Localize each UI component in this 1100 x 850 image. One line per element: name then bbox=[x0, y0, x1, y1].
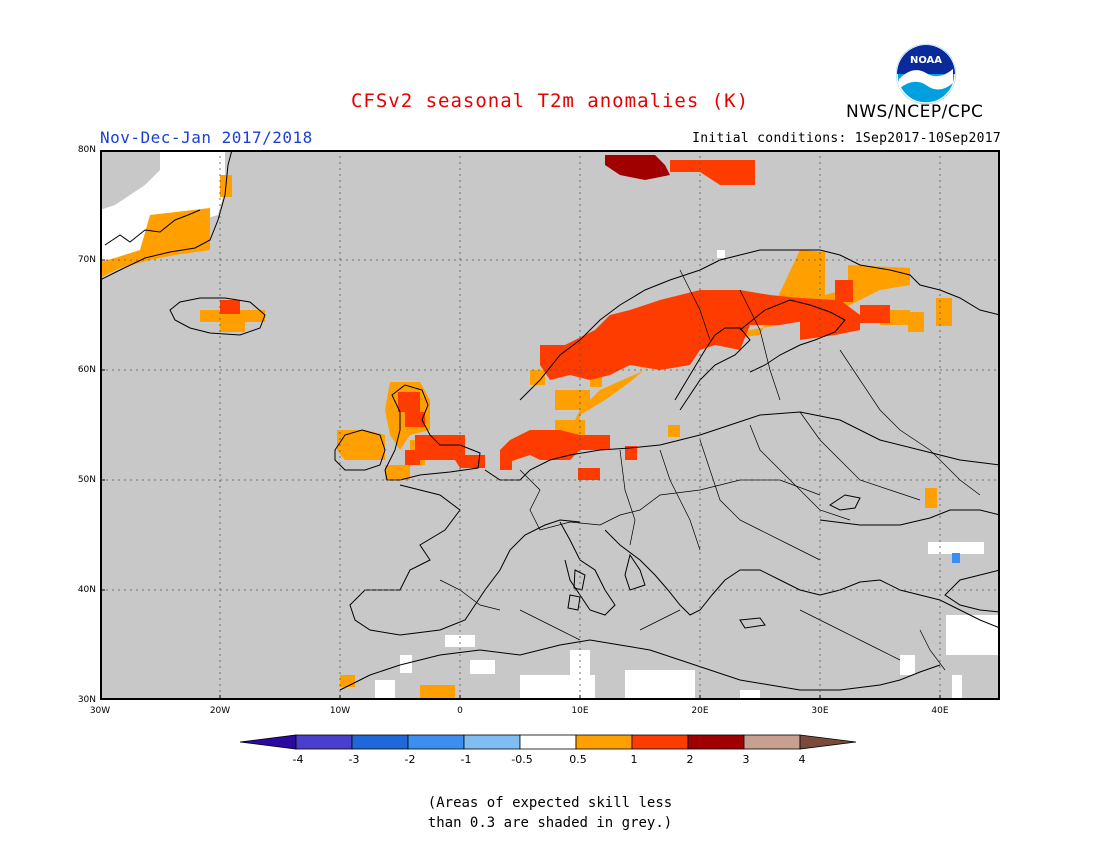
colorbar-label: 0.5 bbox=[569, 753, 587, 766]
positive-anomaly-2-3 bbox=[605, 155, 670, 180]
chart-title: CFSv2 seasonal T2m anomalies (K) bbox=[350, 90, 750, 112]
skill-note-line: than 0.3 are shaded in grey.) bbox=[427, 815, 673, 831]
colorbar-label: 4 bbox=[798, 753, 806, 766]
colorbar-label: 2 bbox=[686, 753, 694, 766]
colorbar-cell bbox=[295, 734, 353, 750]
lat-label: 30N bbox=[77, 695, 96, 705]
colorbar-cells bbox=[239, 734, 857, 750]
forecast-period: Nov-Dec-Jan 2017/2018 bbox=[100, 128, 313, 147]
lon-label: 0 bbox=[457, 706, 463, 716]
lat-label: 40N bbox=[77, 585, 96, 595]
positive-anomaly-1-2 bbox=[220, 160, 890, 480]
colorbar-arrow-high bbox=[799, 734, 857, 750]
lat-label: 70N bbox=[77, 255, 96, 265]
lon-label: 10E bbox=[571, 706, 589, 716]
lon-label: 30W bbox=[89, 706, 111, 716]
lon-label: 10W bbox=[329, 706, 351, 716]
colorbar-label: -3 bbox=[348, 753, 360, 766]
lon-label: 20W bbox=[209, 706, 231, 716]
lon-label: 40E bbox=[931, 706, 949, 716]
logo-label: NOAA bbox=[910, 55, 942, 66]
colorbar-cell bbox=[407, 734, 465, 750]
colorbar-label: -0.5 bbox=[511, 753, 533, 766]
anomaly-map bbox=[100, 150, 1000, 700]
colorbar-cell bbox=[519, 734, 577, 750]
map-frame bbox=[100, 150, 1000, 700]
colorbar-cell bbox=[463, 734, 521, 750]
colorbar bbox=[239, 734, 857, 750]
colorbar-label: -4 bbox=[292, 753, 304, 766]
lat-label: 60N bbox=[77, 365, 96, 375]
skill-note: (Areas of expected skill less than 0.3 a… bbox=[0, 793, 1100, 833]
initial-conditions: Initial conditions: 1Sep2017-10Sep2017 bbox=[692, 131, 1001, 146]
coastlines bbox=[100, 150, 1000, 691]
negative-anomaly-patch bbox=[952, 553, 960, 563]
colorbar-cell bbox=[631, 734, 689, 750]
colorbar-label: 1 bbox=[630, 753, 638, 766]
colorbar-cell bbox=[575, 734, 633, 750]
colorbar-cell bbox=[351, 734, 409, 750]
lat-label: 50N bbox=[77, 475, 96, 485]
neutral-anomaly-areas bbox=[100, 150, 1000, 700]
org-label: NWS/NCEP/CPC bbox=[846, 102, 984, 122]
lat-label: 80N bbox=[77, 145, 96, 155]
noaa-logo-icon: NOAA bbox=[896, 44, 956, 104]
graticule bbox=[100, 150, 1000, 700]
colorbar-label: 3 bbox=[742, 753, 750, 766]
lon-label: 30E bbox=[811, 706, 829, 716]
colorbar-cell bbox=[687, 734, 745, 750]
colorbar-label: -2 bbox=[404, 753, 416, 766]
colorbar-cell bbox=[743, 734, 801, 750]
lon-label: 20E bbox=[691, 706, 709, 716]
colorbar-label: -1 bbox=[460, 753, 472, 766]
colorbar-arrow-low bbox=[239, 734, 297, 750]
skill-note-line: (Areas of expected skill less bbox=[427, 795, 673, 811]
map-background bbox=[100, 150, 1000, 700]
